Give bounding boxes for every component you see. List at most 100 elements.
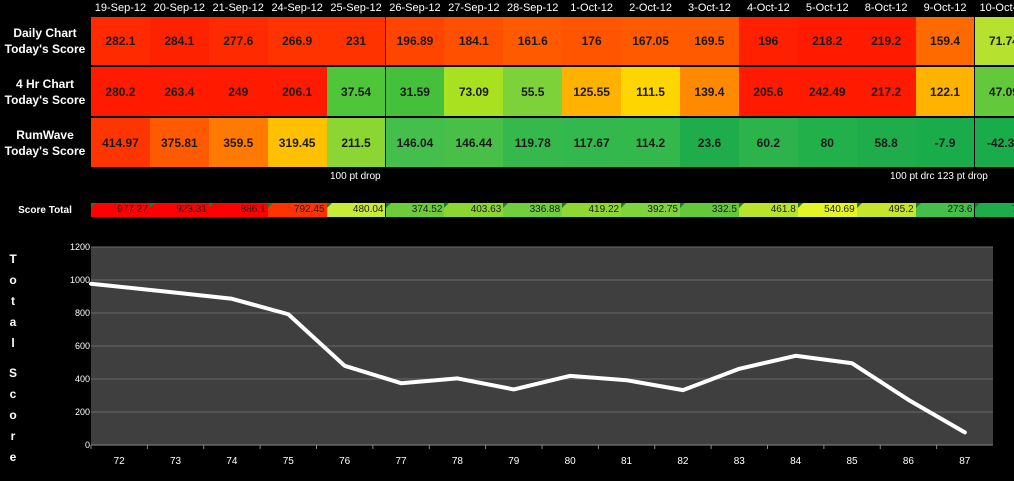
score-total-cell: 403.63 [444, 203, 504, 217]
score-cell: 196.89 [385, 17, 446, 66]
date-header-cell: 3-Oct-12 [688, 2, 731, 14]
score-total-cell: 886.1 [208, 203, 268, 217]
date-header-cell: 19-Sep-12 [94, 2, 147, 14]
y-axis-title-letter: o [9, 273, 17, 287]
series-line [89, 281, 967, 435]
x-tick-label: 84 [790, 456, 802, 467]
data-point [626, 379, 628, 381]
data-point [287, 313, 289, 315]
score-cell: 319.45 [267, 118, 328, 168]
data-point [231, 298, 233, 300]
score-cell: -7.9 [915, 118, 976, 168]
y-axis-title-letter: S [8, 366, 17, 380]
cell-comment-marker [738, 203, 744, 208]
score-total-cell: 273.6 [915, 203, 975, 217]
score-cell: 218.2 [797, 17, 858, 66]
y-axis-title-letter: o [9, 408, 17, 422]
score-cell: 111.5 [621, 67, 681, 117]
date-header-cell: 9-Oct-12 [923, 2, 967, 14]
y-tick-label: 1000 [70, 275, 90, 285]
score-total-cell: 332.5 [680, 203, 739, 217]
score-total-value: 419.22 [588, 204, 620, 215]
data-point [682, 389, 684, 391]
score-cell: 167.05 [621, 17, 681, 66]
score-cell: 280.2 [91, 67, 151, 117]
score-total-cell: 480.04 [326, 203, 386, 217]
data-point [513, 388, 515, 390]
score-cell: 263.4 [149, 67, 210, 117]
data-point [738, 368, 740, 370]
x-tick-label: 79 [508, 456, 520, 467]
score-cell: 47.09 [974, 67, 1014, 117]
y-tick-label: 0 [85, 440, 90, 450]
score-cell: 125.55 [562, 67, 623, 117]
score-total-value: 495.2 [888, 204, 914, 215]
data-point [400, 382, 402, 384]
score-total-value: 332.5 [711, 204, 737, 215]
score-cell: 184.1 [444, 17, 505, 66]
row-label-rumwave: RumWave Today's Score [0, 118, 90, 168]
cell-comment-marker [856, 203, 862, 208]
y-tick-label: 1200 [70, 242, 90, 252]
x-tick-label: 73 [170, 456, 182, 467]
score-total-value: 392.75 [647, 204, 678, 215]
y-axis-title-letter: c [9, 387, 17, 401]
x-tick-label: 76 [339, 456, 351, 467]
score-cell: 122.1 [915, 67, 976, 117]
data-point [851, 362, 853, 364]
score-total-cell: 419.22 [562, 203, 622, 217]
score-total-value: 540.69 [824, 204, 855, 215]
score-total-cell: 977.27 [91, 203, 150, 217]
score-cell: 249 [208, 67, 269, 117]
data-point [456, 377, 458, 379]
score-total-cell: 495.2 [856, 203, 916, 217]
score-total-value: 374.52 [411, 204, 443, 215]
score-total-value: 886.1 [240, 204, 266, 215]
date-header-cell: 5-Oct-12 [805, 2, 849, 14]
y-axis-title-letter: l [11, 336, 15, 350]
score-cell: 114.2 [621, 118, 681, 168]
score-cell: 375.81 [149, 118, 210, 168]
x-tick-label: 87 [959, 456, 971, 467]
row-label-line-1: RumWave [16, 128, 74, 142]
score-total-value: 792.45 [293, 204, 325, 215]
date-header-cell: 21-Sep-12 [212, 2, 264, 14]
score-cell: 242.49 [797, 67, 858, 117]
score-cell: 23.6 [680, 118, 740, 168]
score-cell: 217.2 [856, 67, 917, 117]
date-header-cell: 24-Sep-12 [271, 2, 323, 14]
x-tick-label: 80 [565, 456, 577, 467]
score-total-cell: 336.88 [503, 203, 563, 217]
score-total-cell: 392.75 [621, 203, 680, 217]
score-cell: 284.1 [149, 17, 210, 66]
total-score-chart: 0 200 400 600 800 1000 1200 72 73 74 75 76 77 78 79 80 8… [70, 242, 993, 467]
score-cell: 146.04 [385, 118, 446, 168]
score-cell: 266.9 [267, 17, 328, 66]
cell-comment-marker [444, 203, 450, 208]
x-tick-label: 77 [396, 456, 408, 467]
score-cell: 176 [562, 17, 623, 66]
cell-comment-marker [621, 203, 627, 208]
cell-comment-marker [91, 203, 96, 208]
row-label-line-1: Daily Chart [13, 26, 77, 40]
cell-comment-marker [680, 203, 685, 208]
row-label-line-2: Today's Score [4, 42, 86, 56]
cell-comment-marker [915, 203, 921, 208]
score-total-cell: 374.52 [385, 203, 445, 217]
y-tick-label: 400 [75, 374, 90, 384]
drop-note-2: 100 pt drc 123 pt drop [890, 171, 988, 182]
score-total-value: 403.63 [470, 204, 502, 215]
score-cell: 219.2 [856, 17, 917, 66]
row-label-line-2: Today's Score [4, 144, 86, 158]
cell-comment-marker [267, 203, 273, 208]
score-cell: 196 [738, 17, 799, 66]
date-header-cell: 2-Oct-12 [629, 2, 672, 14]
score-cell: 58.8 [856, 118, 917, 168]
score-total-value: 273.6 [947, 204, 973, 215]
x-tick-label: 81 [621, 456, 633, 467]
data-point [907, 399, 909, 401]
cell-comment-marker [149, 203, 155, 208]
score-cell: 277.6 [208, 17, 269, 66]
score-total-value: 480.04 [352, 204, 384, 215]
x-tick-label: 74 [226, 456, 238, 467]
